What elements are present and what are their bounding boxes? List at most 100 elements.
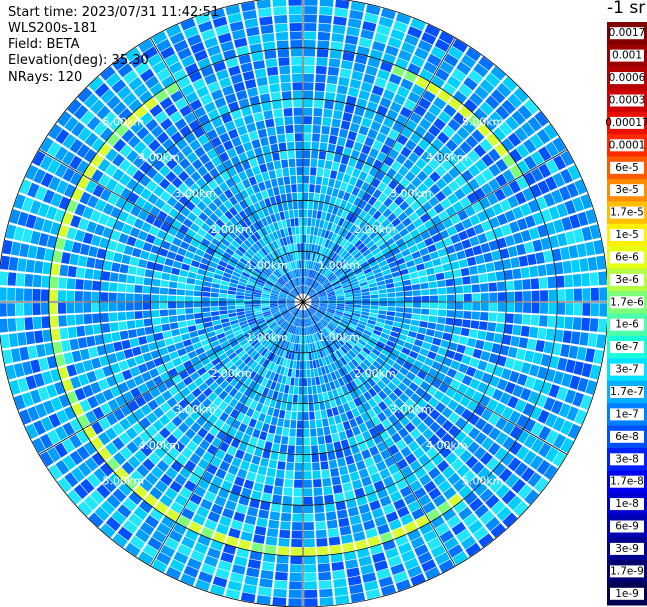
range-gate xyxy=(215,328,224,335)
range-gate xyxy=(502,169,515,183)
range-gate xyxy=(264,180,272,189)
range-gate xyxy=(334,234,341,244)
range-gate xyxy=(280,321,287,328)
range-gate xyxy=(258,395,267,405)
range-gate xyxy=(388,463,400,475)
range-gate xyxy=(374,344,383,353)
range-gate xyxy=(260,569,274,580)
range-gate xyxy=(109,272,119,282)
range-gate xyxy=(165,467,178,480)
range-gate xyxy=(203,207,213,217)
range-gate xyxy=(266,319,275,325)
range-gate xyxy=(376,151,387,163)
range-gate xyxy=(446,368,457,379)
range-gate xyxy=(9,209,21,225)
range-gate xyxy=(377,182,387,192)
range-gate xyxy=(113,341,123,352)
range-gate xyxy=(47,141,61,157)
range-gate xyxy=(324,194,331,204)
range-gate xyxy=(134,355,145,365)
range-gate xyxy=(281,375,287,385)
range-gate xyxy=(314,512,326,522)
range-gate xyxy=(249,436,258,447)
range-gate xyxy=(164,53,179,67)
range-ring-label: 1.00km xyxy=(246,331,288,344)
range-gate xyxy=(327,324,334,332)
range-gate xyxy=(312,235,317,244)
range-gate xyxy=(448,166,460,179)
range-gate xyxy=(537,180,550,195)
range-gate xyxy=(258,181,266,192)
range-gate xyxy=(239,278,248,284)
range-gate xyxy=(190,223,200,233)
range-gate xyxy=(292,505,303,514)
range-gate xyxy=(323,108,333,118)
range-gate xyxy=(287,253,292,262)
range-gate xyxy=(275,258,282,267)
range-gate xyxy=(410,18,426,31)
range-gate xyxy=(341,385,349,395)
range-gate xyxy=(331,279,340,285)
range-gate xyxy=(318,571,332,581)
ray xyxy=(0,271,295,302)
range-gate xyxy=(258,509,269,519)
range-gate xyxy=(177,282,186,290)
range-gate xyxy=(345,184,354,194)
range-gate xyxy=(42,329,52,342)
range-gate xyxy=(529,265,539,278)
range-gate xyxy=(493,333,504,344)
range-gate xyxy=(80,243,90,256)
ray xyxy=(311,303,601,380)
range-gate xyxy=(375,170,386,181)
range-gate xyxy=(528,227,540,240)
range-gate xyxy=(93,324,102,335)
range-gate xyxy=(287,342,292,351)
range-gate xyxy=(404,34,419,47)
range-gate xyxy=(488,148,501,162)
range-gate xyxy=(401,465,413,478)
range-gate xyxy=(332,206,339,215)
range-gate xyxy=(576,243,587,258)
range-gate xyxy=(269,300,278,302)
range-gate xyxy=(27,406,40,422)
range-gate xyxy=(372,434,383,445)
range-gate xyxy=(255,192,264,202)
range-gate xyxy=(270,293,279,297)
range-gate xyxy=(253,202,262,212)
range-gate xyxy=(381,348,391,357)
range-gate xyxy=(223,325,232,332)
range-gate xyxy=(273,6,287,16)
range-gate xyxy=(373,394,383,404)
range-gate xyxy=(324,365,330,374)
range-gate xyxy=(303,378,308,387)
range-gate xyxy=(309,306,317,312)
range-gate xyxy=(76,160,90,174)
range-gate xyxy=(461,169,474,182)
range-gate xyxy=(292,192,298,201)
range-gate xyxy=(214,362,224,371)
range-gate xyxy=(383,197,393,208)
range-gate xyxy=(237,233,247,242)
range-gate xyxy=(375,370,385,380)
range-gate xyxy=(208,242,218,251)
range-gate xyxy=(115,242,126,253)
colorbar-tick-label: 1e-6 xyxy=(615,319,639,331)
range-gate xyxy=(311,297,319,300)
range-gate xyxy=(204,555,219,567)
range-gate xyxy=(243,114,254,125)
range-gate xyxy=(272,231,279,240)
range-gate xyxy=(353,299,362,302)
range-gate xyxy=(119,159,132,172)
range-gate xyxy=(279,247,285,256)
range-gate xyxy=(142,310,152,319)
range-gate xyxy=(379,430,390,441)
range-gate xyxy=(523,418,536,433)
range-gate xyxy=(431,378,442,389)
range-gate xyxy=(159,427,171,439)
range-gate xyxy=(474,404,486,417)
range-gate xyxy=(424,566,441,580)
range-gate xyxy=(282,495,292,505)
range-gate xyxy=(311,445,319,454)
range-gate xyxy=(422,90,436,103)
range-gate xyxy=(314,193,320,202)
